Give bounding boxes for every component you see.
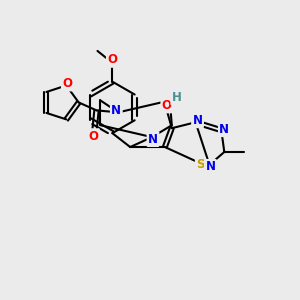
Text: N: N [193,114,202,127]
Text: N: N [111,104,121,117]
Text: N: N [219,123,229,136]
Text: O: O [162,99,172,112]
Text: H: H [172,91,182,104]
Text: S: S [196,158,205,171]
Text: O: O [107,53,117,66]
Text: O: O [62,77,72,90]
Text: N: N [148,133,158,146]
Text: N: N [206,160,215,173]
Text: O: O [88,130,98,142]
